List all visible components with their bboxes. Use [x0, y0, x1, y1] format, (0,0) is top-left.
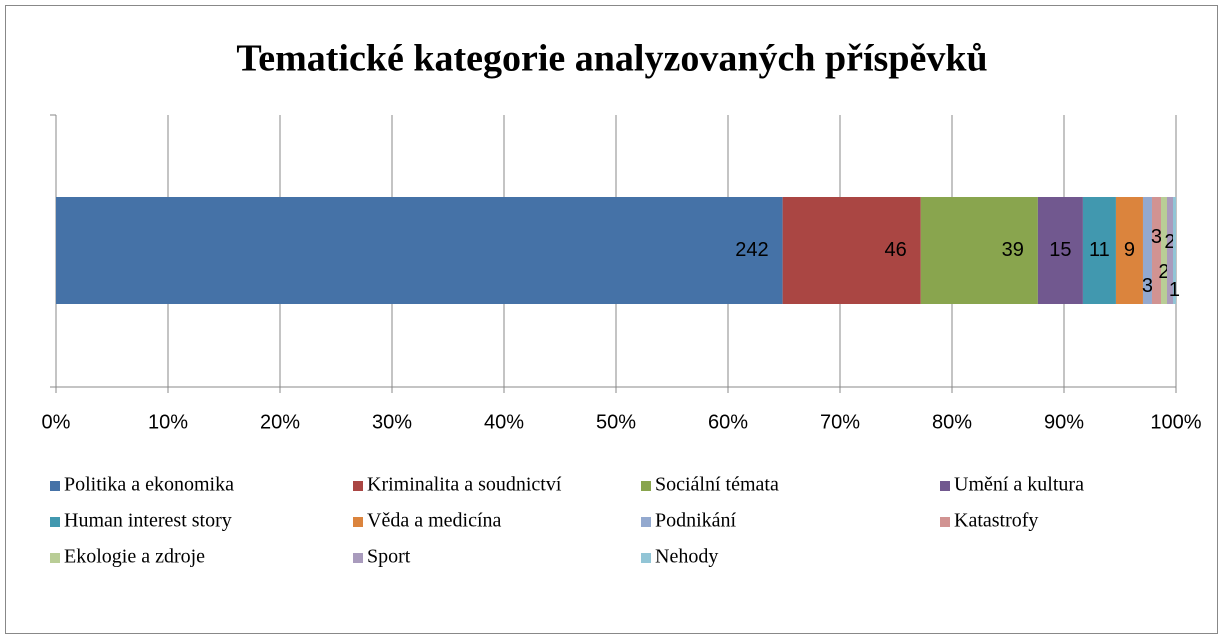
legend-label: Podnikání — [655, 510, 737, 532]
x-tick-label: 70% — [820, 411, 860, 433]
chart-frame — [5, 5, 1218, 634]
bar-segment — [1166, 197, 1173, 304]
data-label: 15 — [1049, 239, 1071, 261]
bar-segment — [56, 197, 783, 304]
x-tick-label: 50% — [596, 411, 636, 433]
legend-label: Umění a kultura — [954, 474, 1084, 496]
x-tick-label: 20% — [260, 411, 300, 433]
legend-label: Katastrofy — [954, 510, 1038, 532]
bar-segment — [1172, 197, 1176, 304]
bar-segment — [782, 197, 921, 304]
bar-segment — [1142, 197, 1152, 304]
data-label: 2 — [1158, 261, 1169, 283]
bar-segment — [1037, 197, 1083, 304]
data-label: 9 — [1124, 239, 1135, 261]
legend-label: Věda a medicína — [367, 510, 501, 532]
legend-swatch — [50, 553, 60, 563]
legend-swatch — [353, 553, 363, 563]
legend-label: Human interest story — [64, 510, 232, 532]
data-label: 2 — [1164, 231, 1175, 253]
x-tick-label: 30% — [372, 411, 412, 433]
x-tick-label: 90% — [1044, 411, 1084, 433]
legend-swatch — [940, 517, 950, 527]
chart-title: Tematické kategorie analyzovaných příspě… — [236, 38, 987, 80]
legend-label: Sport — [367, 546, 411, 568]
legend-swatch — [641, 517, 651, 527]
data-label: 46 — [885, 239, 907, 261]
legend-label: Ekologie a zdroje — [64, 546, 205, 568]
legend-label: Sociální témata — [655, 474, 779, 496]
data-label: 39 — [1002, 239, 1024, 261]
data-label: 3 — [1151, 226, 1162, 248]
legend-swatch — [641, 553, 651, 563]
legend-label: Kriminalita a soudnictví — [367, 474, 562, 496]
bar-segment — [920, 197, 1038, 304]
x-tick-label: 0% — [42, 411, 71, 433]
bar-segment — [1151, 197, 1161, 304]
legend-swatch — [641, 481, 651, 491]
data-label: 3 — [1142, 275, 1153, 297]
x-tick-label: 100% — [1150, 411, 1201, 433]
x-tick-label: 40% — [484, 411, 524, 433]
legend-swatch — [940, 481, 950, 491]
legend-swatch — [50, 481, 60, 491]
bar-segment — [1115, 197, 1143, 304]
legend-swatch — [353, 517, 363, 527]
legend-swatch — [50, 517, 60, 527]
legend-swatch — [353, 481, 363, 491]
x-tick-label: 60% — [708, 411, 748, 433]
data-label: 1 — [1169, 279, 1180, 301]
x-tick-label: 10% — [148, 411, 188, 433]
bar-segment — [1160, 197, 1167, 304]
bar-segment — [1082, 197, 1116, 304]
legend-label: Politika a ekonomika — [64, 474, 234, 496]
legend-label: Nehody — [655, 546, 718, 568]
x-tick-label: 80% — [932, 411, 972, 433]
data-label: 242 — [735, 239, 768, 261]
data-label: 11 — [1089, 239, 1110, 261]
